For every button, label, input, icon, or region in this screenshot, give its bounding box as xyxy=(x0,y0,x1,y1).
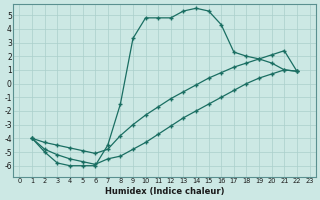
X-axis label: Humidex (Indice chaleur): Humidex (Indice chaleur) xyxy=(105,187,224,196)
